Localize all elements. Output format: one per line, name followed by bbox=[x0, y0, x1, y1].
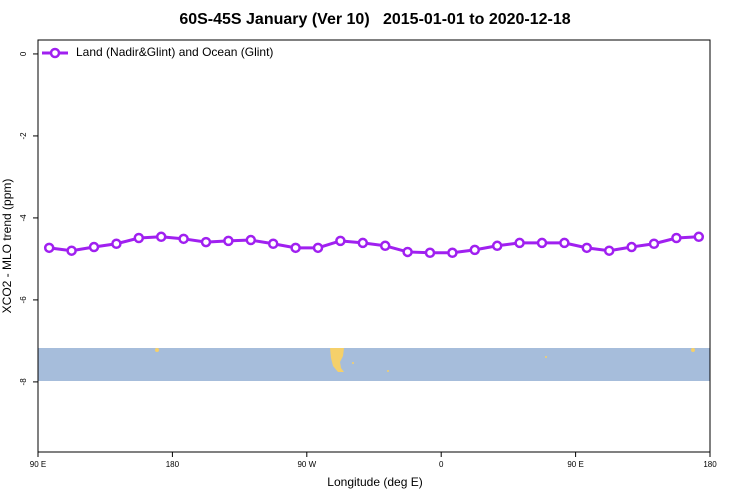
x-tick-label: 180 bbox=[703, 460, 717, 469]
point bbox=[379, 240, 391, 252]
point bbox=[581, 242, 593, 254]
y-axis-label: XCO2 - MLO trend (ppm) bbox=[0, 179, 14, 314]
legend-label: Land (Nadir&Glint) and Ocean (Glint) bbox=[76, 45, 273, 59]
point bbox=[178, 233, 189, 245]
y-tick-label: 0 bbox=[19, 51, 28, 56]
plot-frame bbox=[37, 39, 711, 453]
x-tick-label: 90 W bbox=[297, 460, 316, 469]
y-tick-label: -8 bbox=[19, 378, 28, 386]
point bbox=[491, 240, 503, 252]
point bbox=[88, 241, 100, 253]
point bbox=[200, 236, 212, 248]
x-axis-label: Longitude (deg E) bbox=[327, 475, 422, 489]
point bbox=[267, 238, 279, 249]
x-tick-label: 90 E bbox=[567, 460, 583, 469]
y-tick-label: -4 bbox=[19, 214, 28, 222]
point bbox=[559, 237, 570, 249]
point bbox=[111, 238, 122, 249]
point bbox=[536, 237, 548, 249]
point bbox=[43, 242, 55, 254]
point bbox=[424, 247, 436, 259]
point bbox=[402, 246, 413, 258]
point bbox=[335, 235, 346, 247]
point bbox=[626, 241, 637, 253]
y-tick-label: -2 bbox=[19, 132, 28, 140]
point bbox=[357, 237, 369, 249]
y-tick-label: -6 bbox=[19, 296, 28, 304]
point bbox=[133, 232, 145, 244]
point bbox=[223, 235, 234, 247]
point bbox=[245, 234, 257, 246]
point bbox=[648, 238, 660, 249]
point bbox=[155, 231, 167, 243]
point bbox=[469, 244, 481, 256]
x-tick-label: 90 E bbox=[30, 460, 46, 469]
point bbox=[693, 231, 705, 243]
x-tick-label: 0 bbox=[439, 460, 444, 469]
point bbox=[447, 247, 458, 259]
map-strip bbox=[38, 348, 710, 381]
series-line bbox=[49, 235, 699, 255]
point bbox=[312, 242, 324, 254]
point bbox=[603, 245, 615, 256]
chart-title: 60S-45S January (Ver 10) 2015-01-01 to 2… bbox=[179, 11, 570, 28]
point bbox=[290, 242, 301, 254]
point bbox=[671, 232, 682, 244]
legend-marker bbox=[49, 47, 61, 59]
point bbox=[66, 245, 77, 256]
point bbox=[514, 237, 525, 249]
x-tick-label: 180 bbox=[166, 460, 180, 469]
